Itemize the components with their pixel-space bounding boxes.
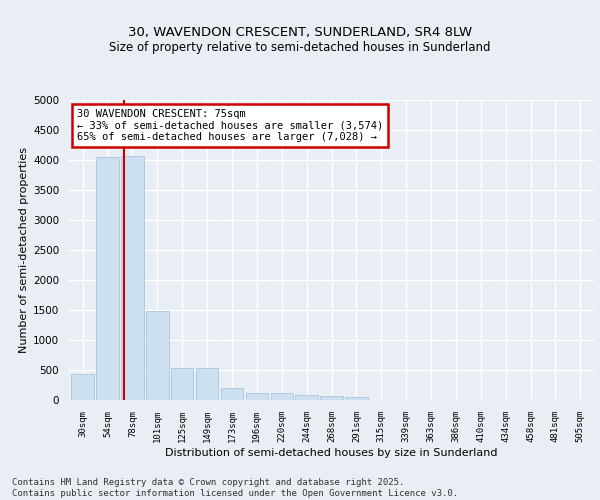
Bar — [146, 311, 169, 400]
Bar — [320, 396, 343, 400]
Bar — [345, 397, 368, 400]
Bar — [97, 157, 119, 400]
Text: 30, WAVENDON CRESCENT, SUNDERLAND, SR4 8LW: 30, WAVENDON CRESCENT, SUNDERLAND, SR4 8… — [128, 26, 472, 39]
X-axis label: Distribution of semi-detached houses by size in Sunderland: Distribution of semi-detached houses by … — [165, 448, 498, 458]
Text: Size of property relative to semi-detached houses in Sunderland: Size of property relative to semi-detach… — [109, 41, 491, 54]
Bar — [271, 393, 293, 400]
Bar — [121, 156, 143, 400]
Bar — [295, 394, 318, 400]
Bar — [171, 368, 193, 400]
Text: 30 WAVENDON CRESCENT: 75sqm
← 33% of semi-detached houses are smaller (3,574)
65: 30 WAVENDON CRESCENT: 75sqm ← 33% of sem… — [77, 109, 383, 142]
Text: Contains HM Land Registry data © Crown copyright and database right 2025.
Contai: Contains HM Land Registry data © Crown c… — [12, 478, 458, 498]
Bar — [71, 374, 94, 400]
Bar — [196, 368, 218, 400]
Bar — [245, 393, 268, 400]
Y-axis label: Number of semi-detached properties: Number of semi-detached properties — [19, 147, 29, 353]
Bar — [221, 388, 243, 400]
